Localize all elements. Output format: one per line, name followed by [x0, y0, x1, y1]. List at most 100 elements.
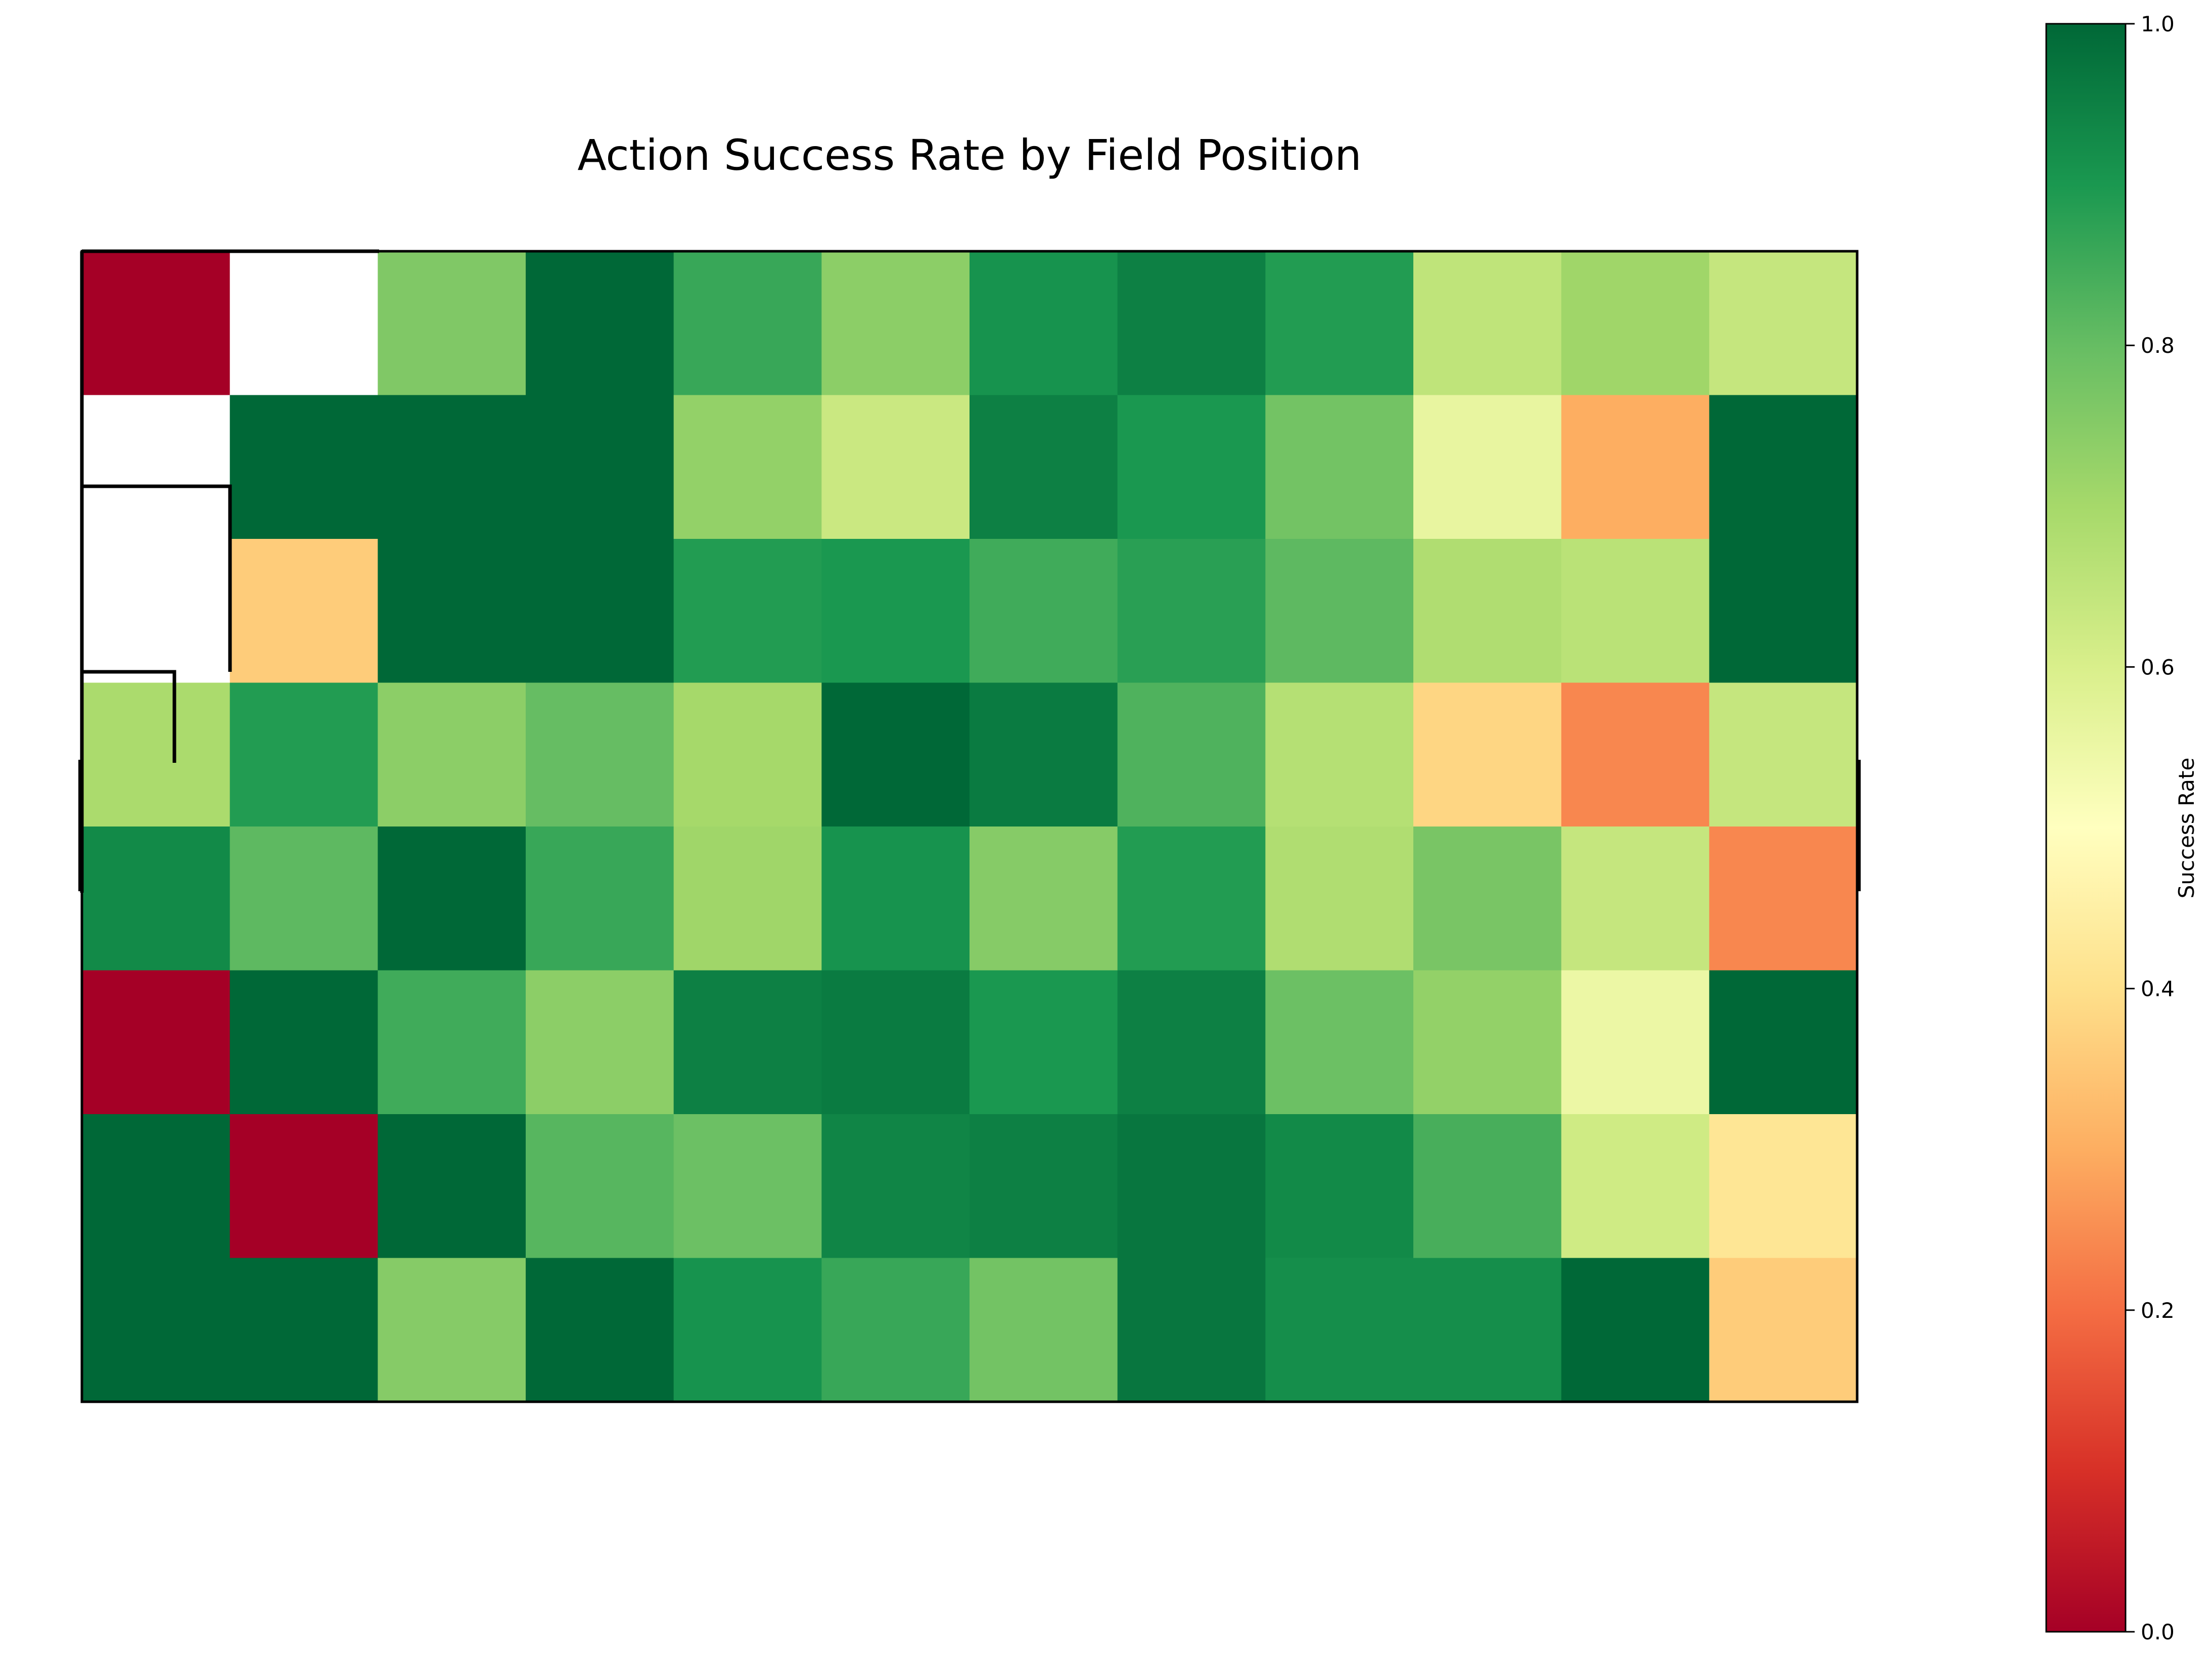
heatmap-cell-r6-c5 [821, 1114, 970, 1259]
heatmap-cell-r5-c5 [821, 970, 970, 1115]
heatmap-cell-r2-c3 [526, 539, 674, 683]
heatmap-cell-r3-c1 [229, 682, 378, 827]
colorbar-label: Success Rate [2174, 758, 2199, 899]
heatmap-cell-r6-c7 [1117, 1114, 1266, 1259]
heatmap-cell-r1-c11 [1709, 395, 1858, 539]
heatmap-cell-r5-c7 [1117, 970, 1266, 1115]
heatmap-cell-r0-c10 [1561, 251, 1710, 396]
heatmap-cell-r6-c4 [673, 1114, 822, 1259]
heatmap-cell-r4-c10 [1561, 826, 1710, 971]
heatmap-cell-r7-c6 [970, 1258, 1118, 1402]
heatmap-cell-r2-c9 [1413, 539, 1562, 683]
heatmap-cell-r5-c8 [1265, 970, 1414, 1115]
colorbar-ticks: 0.0 0.2 0.4 0.6 0.8 1.0 [2126, 12, 2175, 1644]
heatmap-cell-r7-c8 [1265, 1258, 1414, 1402]
colorbar-tick-label: 0.6 [2141, 655, 2175, 679]
heatmap-cell-r5-c3 [526, 970, 674, 1115]
heatmap-cell-r0-c6 [970, 251, 1118, 396]
heatmap-cell-r4-c3 [526, 826, 674, 971]
heatmap-cell-r7-c7 [1117, 1258, 1266, 1402]
heatmap-cell-r4-c1 [229, 826, 378, 971]
heatmap-cell-r0-c5 [821, 251, 970, 396]
heatmap-cell-r2-c2 [378, 539, 526, 683]
colorbar-tick-label: 0.4 [2141, 977, 2175, 1001]
heatmap-cell-r3-c7 [1117, 682, 1266, 827]
penalty-area-lines [80, 249, 379, 893]
heatmap-cell-r6-c8 [1265, 1114, 1414, 1259]
heatmap-cell-r7-c9 [1413, 1258, 1562, 1402]
heatmap-cell-r1-c5 [821, 395, 970, 539]
colorbar-tick-label: 0.0 [2141, 1620, 2175, 1644]
heatmap-cell-r2-c5 [821, 539, 970, 683]
colorbar [2045, 23, 2127, 1633]
heatmap-cell-r5-c2 [378, 970, 526, 1115]
heatmap-cell-r0-c2 [378, 251, 526, 396]
heatmap-cell-r7-c3 [526, 1258, 674, 1402]
heatmap-cell-r0-c11 [1709, 251, 1858, 396]
heatmap-cell-r0-c8 [1265, 251, 1414, 396]
heatmap-cell-r3-c9 [1413, 682, 1562, 827]
heatmap-cell-r1-c6 [970, 395, 1118, 539]
colorbar-tick-label: 0.2 [2141, 1298, 2175, 1323]
heatmap-cell-r6-c11 [1709, 1114, 1858, 1259]
heatmap-cell-r3-c3 [526, 682, 674, 827]
heatmap-cell-r4-c0 [82, 826, 231, 971]
heatmap-cell-r4-c5 [821, 826, 970, 971]
heatmap-cell-r3-c11 [1709, 682, 1858, 827]
heatmap-cell-r4-c4 [673, 826, 822, 971]
heatmap-cell-r5-c10 [1561, 970, 1710, 1115]
heatmap-cell-r3-c0 [82, 682, 231, 827]
heatmap-cell-r0-c3 [526, 251, 674, 396]
heatmap-cell-r7-c2 [378, 1258, 526, 1402]
heatmap-cell-r6-c2 [378, 1114, 526, 1259]
heatmap-cell-r2-c8 [1265, 539, 1414, 683]
heatmap-cell-r7-c10 [1561, 1258, 1710, 1402]
colorbar-tick-label: 1.0 [2141, 12, 2175, 36]
heatmap-cell-r4-c11 [1709, 826, 1858, 971]
heatmap-cell-r7-c0 [82, 1258, 231, 1402]
heatmap-cell-r3-c10 [1561, 682, 1710, 827]
heatmap-cell-r6-c10 [1561, 1114, 1710, 1259]
heatmap-cell-r3-c8 [1265, 682, 1414, 827]
heatmap-cell-r5-c9 [1413, 970, 1562, 1115]
heatmap-cell-r4-c8 [1265, 826, 1414, 971]
heatmap-cell-r1-c4 [673, 395, 822, 539]
heatmap-cell-r2-c6 [970, 539, 1118, 683]
heatmap-cell-r1-c3 [526, 395, 674, 539]
heatmap-cell-r0-c9 [1413, 251, 1562, 396]
heatmap-cell-r1-c10 [1561, 395, 1710, 539]
goal-lines [78, 760, 1861, 891]
heatmap-cell-r2-c1 [229, 539, 378, 683]
heatmap-cell-r5-c6 [970, 970, 1118, 1115]
heatmap-cell-r0-c4 [673, 251, 822, 396]
colorbar-tick-label: 0.8 [2141, 333, 2175, 358]
heatmap-cell-r5-c1 [229, 970, 378, 1115]
heatmap-cell-r2-c0 [82, 539, 231, 683]
heatmap-cell-r5-c0 [82, 970, 231, 1115]
heatmap-cell-r2-c11 [1709, 539, 1858, 683]
heatmap-cell-r3-c6 [970, 682, 1118, 827]
heatmap-cell-r7-c11 [1709, 1258, 1858, 1402]
heatmap-cell-r2-c7 [1117, 539, 1266, 683]
heatmap-cell-r1-c0 [82, 395, 231, 539]
heatmap-cell-r3-c2 [378, 682, 526, 827]
heatmap-cell-r1-c9 [1413, 395, 1562, 539]
heatmap-cells [82, 251, 1858, 1402]
heatmap-cell-r4-c7 [1117, 826, 1266, 971]
heatmap-cell-r1-c2 [378, 395, 526, 539]
heatmap-cell-r7-c5 [821, 1258, 970, 1402]
heatmap-cell-r5-c11 [1709, 970, 1858, 1115]
heatmap-cell-r0-c1 [229, 251, 378, 396]
heatmap-cell-r0-c0 [82, 251, 231, 396]
heatmap-cell-r6-c1 [229, 1114, 378, 1259]
heatmap-cell-r7-c4 [673, 1258, 822, 1402]
chart-title: Action Success Rate by Field Position [577, 130, 1361, 180]
heatmap-cell-r6-c0 [82, 1114, 231, 1259]
heatmap-cell-r1-c7 [1117, 395, 1266, 539]
heatmap-cell-r1-c1 [229, 395, 378, 539]
heatmap-cell-r5-c4 [673, 970, 822, 1115]
heatmap-cell-r6-c3 [526, 1114, 674, 1259]
heatmap-cell-r6-c6 [970, 1114, 1118, 1259]
pitch-lines [78, 249, 1861, 1403]
